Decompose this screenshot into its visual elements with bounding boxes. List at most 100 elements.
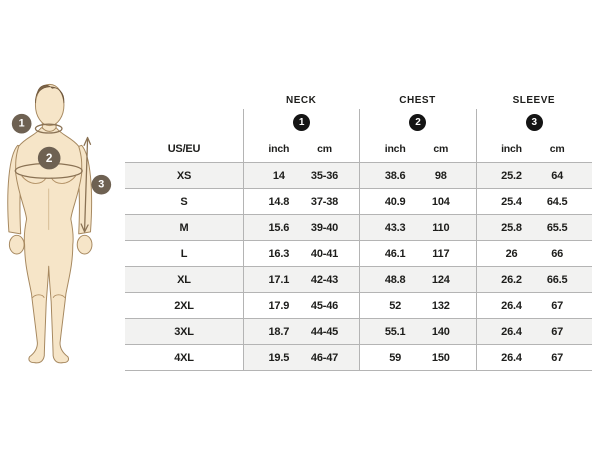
- table-row-3xl: 3XL 18.7 44-45 55.1 140 26.4 67: [125, 319, 592, 345]
- figure-badge-3-number: 3: [98, 179, 104, 191]
- neck-inch-value: 17.9: [268, 299, 290, 312]
- neck-cm-header: cm: [317, 142, 332, 155]
- size-cell: M: [125, 215, 243, 240]
- column-group-chest: CHEST: [359, 92, 475, 109]
- neck-values-cell: 15.6 39-40: [243, 215, 359, 240]
- sleeve-measure-arrow: [80, 136, 92, 233]
- neck-inch-value: 17.1: [268, 273, 290, 286]
- figure-detail-lines: [21, 175, 77, 299]
- neck-inch-value: 16.3: [268, 247, 290, 260]
- size-cell: L: [125, 241, 243, 266]
- chest-badge-cell: 2: [359, 109, 475, 135]
- size-label: XS: [176, 169, 192, 182]
- chest-inch-header: inch: [384, 142, 406, 155]
- chest-cm-header: cm: [433, 142, 449, 155]
- sleeve-cm-value: 66: [551, 247, 564, 260]
- sleeve-inch-value: 26: [505, 247, 518, 260]
- figure-badge-3-circle: [91, 174, 112, 195]
- sleeve-values-cell: 26.2 66.5: [475, 267, 592, 292]
- sleeve-inch-value: 25.8: [501, 221, 522, 234]
- chest-values-cell: 52 132: [359, 293, 475, 318]
- sleeve-cm-value: 67: [551, 351, 564, 364]
- chest-values-cell: 46.1 117: [359, 241, 475, 266]
- neck-number-badge: 1: [293, 113, 311, 131]
- neck-values-cell: 17.9 45-46: [243, 293, 359, 318]
- table-row-xl: XL 17.1 42-43 48.8 124 26.2 66.5: [125, 267, 592, 293]
- size-label: 3XL: [174, 325, 194, 338]
- neck-values-cell: 14.8 37-38: [243, 189, 359, 214]
- neck-inch-header: inch: [268, 142, 290, 155]
- neck-values-cell: 16.3 40-41: [243, 241, 359, 266]
- sleeve-units-cell: inch cm: [475, 135, 592, 162]
- sleeve-group-label: SLEEVE: [512, 95, 556, 106]
- column-group-neck: NECK: [243, 92, 359, 109]
- sleeve-values-cell: 25.8 65.5: [475, 215, 592, 240]
- figure-hair: [35, 84, 65, 104]
- us-eu-label: US/EU: [167, 142, 201, 155]
- neck-values-cell: 17.1 42-43: [243, 267, 359, 292]
- table-row-4xl: 4XL 19.5 46-47 59 150 26.4 67: [125, 345, 592, 371]
- chest-cm-value: 98: [434, 169, 447, 182]
- corner-spacer: [125, 92, 243, 109]
- chest-cm-value: 132: [431, 299, 450, 312]
- sleeve-values-cell: 26.4 67: [475, 293, 592, 318]
- chest-number-badge: 2: [409, 113, 427, 131]
- size-label: M: [179, 221, 189, 234]
- neck-inch-value: 18.7: [268, 325, 290, 338]
- size-cell: XL: [125, 267, 243, 292]
- chest-inch-value: 46.1: [384, 247, 406, 260]
- chest-inch-value: 52: [389, 299, 402, 312]
- sleeve-number-badge: 3: [525, 113, 543, 131]
- neck-cm-value: 46-47: [310, 351, 339, 364]
- table-row-2xl: 2XL 17.9 45-46 52 132 26.4 67: [125, 293, 592, 319]
- neck-cm-value: 42-43: [310, 273, 339, 286]
- sleeve-badge-cell: 3: [475, 109, 592, 135]
- neck-badge-cell: 1: [243, 109, 359, 135]
- sleeve-cm-header: cm: [549, 142, 565, 155]
- figure-badge-1-number: 1: [19, 118, 25, 130]
- chest-inch-value: 43.3: [384, 221, 406, 234]
- column-group-label-row: NECK CHEST SLEEVE: [125, 92, 592, 109]
- sleeve-inch-value: 26.4: [501, 325, 522, 338]
- chest-inch-value: 40.9: [384, 195, 406, 208]
- neck-measure-ellipse: [34, 123, 63, 134]
- sleeve-inch-value: 26.4: [501, 299, 522, 312]
- size-label: XL: [177, 273, 191, 286]
- table-row-m: M 15.6 39-40 43.3 110 25.8 65.5: [125, 215, 592, 241]
- figure-badge-2-number: 2: [46, 151, 53, 165]
- neck-inch-value: 15.6: [268, 221, 290, 234]
- sleeve-inch-header: inch: [501, 142, 522, 155]
- figure-badges: 1 2 3: [11, 113, 112, 195]
- size-label: 4XL: [174, 351, 194, 364]
- neck-inch-value: 14.8: [268, 195, 290, 208]
- chest-inch-value: 38.6: [384, 169, 406, 182]
- chest-values-cell: 38.6 98: [359, 163, 475, 188]
- chest-cm-value: 140: [431, 325, 450, 338]
- figure-head: [34, 83, 65, 127]
- neck-cm-value: 40-41: [310, 247, 339, 260]
- neck-units-cell: inch cm: [243, 135, 359, 162]
- chest-units-cell: inch cm: [359, 135, 475, 162]
- figure-badge-1-circle: [11, 113, 32, 134]
- chest-inch-value: 48.8: [384, 273, 406, 286]
- sleeve-values-cell: 26.4 67: [475, 345, 592, 370]
- corner-spacer: [125, 109, 243, 135]
- figure-badge-2-circle: [37, 146, 61, 170]
- sleeve-inch-value: 26.4: [501, 351, 522, 364]
- sleeve-inch-value: 25.2: [501, 169, 522, 182]
- size-label: L: [180, 247, 188, 260]
- neck-cm-value: 39-40: [310, 221, 339, 234]
- figure-torso-legs: [15, 127, 83, 364]
- size-cell: 3XL: [125, 319, 243, 344]
- sleeve-values-cell: 26 66: [475, 241, 592, 266]
- chest-cm-value: 110: [432, 221, 450, 234]
- sleeve-values-cell: 25.2 64: [475, 163, 592, 188]
- sleeve-inch-value: 25.4: [501, 195, 522, 208]
- sleeve-cm-value: 67: [551, 299, 564, 312]
- size-cell: XS: [125, 163, 243, 188]
- size-cell: 4XL: [125, 345, 243, 370]
- neck-cm-value: 45-46: [310, 299, 339, 312]
- sleeve-cm-value: 66.5: [546, 273, 568, 286]
- chest-values-cell: 48.8 124: [359, 267, 475, 292]
- chest-cm-value: 104: [431, 195, 450, 208]
